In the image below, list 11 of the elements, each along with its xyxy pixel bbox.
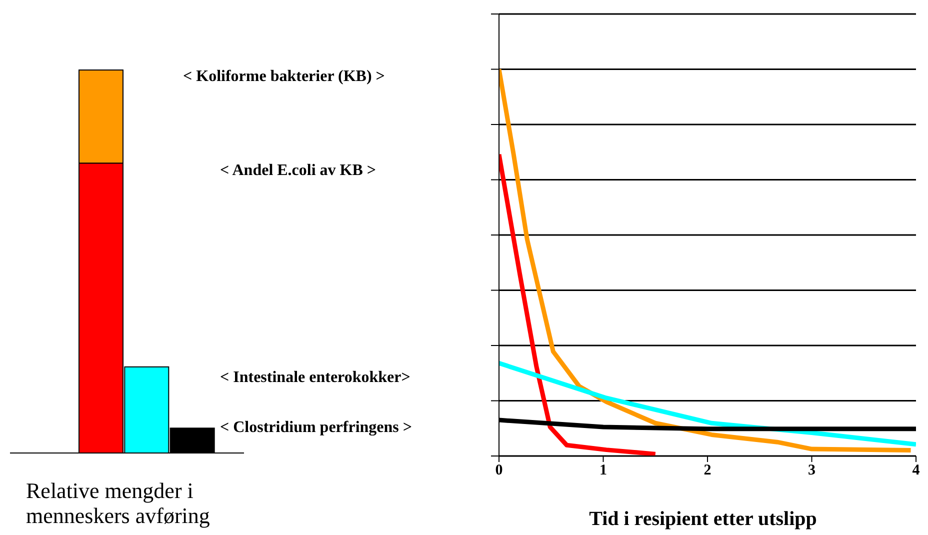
x-axis-title: Relative mengder i menneskers avføring (26, 478, 211, 528)
x-tick-label: 4 (912, 462, 920, 479)
x-axis-title: Tid i resipient etter utslipp (588, 508, 818, 531)
text: < Andel E.coli av KB > (220, 162, 376, 180)
x-tick-label: 2 (704, 462, 712, 479)
x-tick-label: 0 (495, 462, 503, 479)
annotation: < Koliforme bakterier (KB) > (183, 68, 385, 86)
x-tick-label: 3 (808, 462, 816, 479)
text: < Intestinale enterokokker> (220, 369, 410, 387)
x-tick-label: 1 (600, 462, 607, 479)
text: < Clostridium perfringens > (220, 419, 412, 437)
